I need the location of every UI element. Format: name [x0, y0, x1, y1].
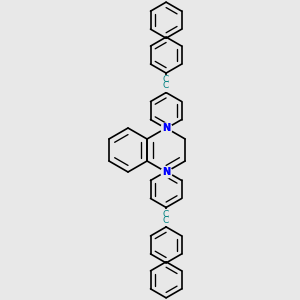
Text: N: N [162, 167, 170, 177]
Text: C: C [163, 75, 169, 84]
Text: C: C [163, 210, 169, 219]
Text: N: N [162, 167, 170, 177]
Text: C: C [163, 81, 169, 90]
Text: C: C [163, 216, 169, 225]
Text: N: N [162, 123, 170, 133]
Text: N: N [162, 123, 170, 133]
